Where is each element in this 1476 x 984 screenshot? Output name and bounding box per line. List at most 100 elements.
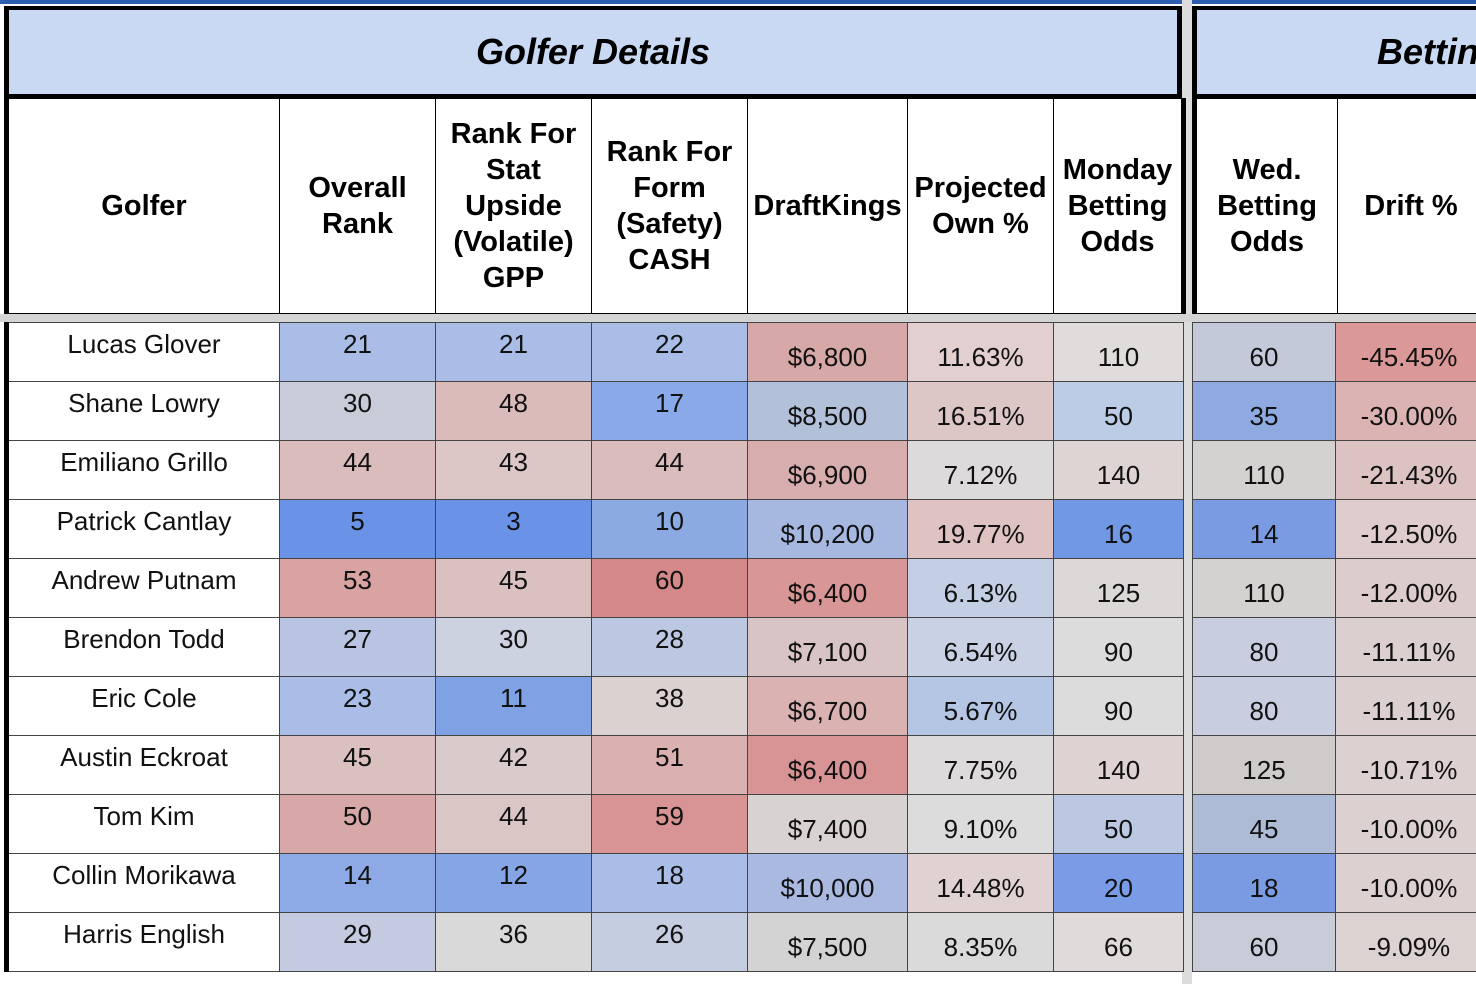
golfer-name-cell[interactable]: Collin Morikawa xyxy=(4,853,280,913)
projected-own-cell[interactable]: 6.54% xyxy=(907,617,1054,677)
overall-rank-cell[interactable]: 53 xyxy=(279,558,436,618)
projected-own-cell[interactable]: 7.12% xyxy=(907,440,1054,500)
golfer-name-cell[interactable]: Shane Lowry xyxy=(4,381,280,441)
projected-own-cell[interactable]: 9.10% xyxy=(907,794,1054,854)
wed-odds-cell[interactable]: 14 xyxy=(1192,499,1336,559)
header-wed-odds[interactable]: Wed. Betting Odds xyxy=(1192,98,1338,316)
overall-rank-cell[interactable]: 44 xyxy=(279,440,436,500)
golfer-name-cell[interactable]: Emiliano Grillo xyxy=(4,440,280,500)
drift-cell[interactable]: -10.00% xyxy=(1335,794,1476,854)
overall-rank-cell[interactable]: 50 xyxy=(279,794,436,854)
projected-own-cell[interactable]: 11.63% xyxy=(907,322,1054,382)
golfer-name-cell[interactable]: Tom Kim xyxy=(4,794,280,854)
wed-odds-cell[interactable]: 80 xyxy=(1192,617,1336,677)
monday-odds-cell[interactable]: 16 xyxy=(1053,499,1184,559)
draftkings-salary-cell[interactable]: $7,400 xyxy=(747,794,908,854)
overall-rank-cell[interactable]: 45 xyxy=(279,735,436,795)
rank-cash-cell[interactable]: 22 xyxy=(591,322,748,382)
projected-own-cell[interactable]: 19.77% xyxy=(907,499,1054,559)
header-rank-gpp[interactable]: Rank For Stat Upside (Volatile) GPP xyxy=(435,98,592,316)
rank-cash-cell[interactable]: 60 xyxy=(591,558,748,618)
draftkings-salary-cell[interactable]: $6,700 xyxy=(747,676,908,736)
drift-cell[interactable]: -21.43% xyxy=(1335,440,1476,500)
monday-odds-cell[interactable]: 140 xyxy=(1053,735,1184,795)
projected-own-cell[interactable]: 6.13% xyxy=(907,558,1054,618)
header-drift[interactable]: Drift % xyxy=(1337,98,1476,316)
projected-own-cell[interactable]: 14.48% xyxy=(907,853,1054,913)
drift-cell[interactable]: -11.11% xyxy=(1335,617,1476,677)
monday-odds-cell[interactable]: 50 xyxy=(1053,794,1184,854)
drift-cell[interactable]: -9.09% xyxy=(1335,912,1476,972)
overall-rank-cell[interactable]: 23 xyxy=(279,676,436,736)
rank-cash-cell[interactable]: 17 xyxy=(591,381,748,441)
monday-odds-cell[interactable]: 90 xyxy=(1053,617,1184,677)
monday-odds-cell[interactable]: 110 xyxy=(1053,322,1184,382)
rank-cash-cell[interactable]: 10 xyxy=(591,499,748,559)
draftkings-salary-cell[interactable]: $10,200 xyxy=(747,499,908,559)
golfer-name-cell[interactable]: Harris English xyxy=(4,912,280,972)
draftkings-salary-cell[interactable]: $6,400 xyxy=(747,735,908,795)
rank-cash-cell[interactable]: 44 xyxy=(591,440,748,500)
golfer-name-cell[interactable]: Brendon Todd xyxy=(4,617,280,677)
draftkings-salary-cell[interactable]: $10,000 xyxy=(747,853,908,913)
rank-gpp-cell[interactable]: 48 xyxy=(435,381,592,441)
projected-own-cell[interactable]: 5.67% xyxy=(907,676,1054,736)
overall-rank-cell[interactable]: 14 xyxy=(279,853,436,913)
draftkings-salary-cell[interactable]: $7,100 xyxy=(747,617,908,677)
header-rank-cash[interactable]: Rank For Form (Safety) CASH xyxy=(591,98,748,316)
golfer-name-cell[interactable]: Lucas Glover xyxy=(4,322,280,382)
wed-odds-cell[interactable]: 80 xyxy=(1192,676,1336,736)
rank-gpp-cell[interactable]: 43 xyxy=(435,440,592,500)
wed-odds-cell[interactable]: 45 xyxy=(1192,794,1336,854)
overall-rank-cell[interactable]: 5 xyxy=(279,499,436,559)
drift-cell[interactable]: -45.45% xyxy=(1335,322,1476,382)
header-monday-odds[interactable]: Monday Betting Odds xyxy=(1053,98,1186,316)
overall-rank-cell[interactable]: 27 xyxy=(279,617,436,677)
drift-cell[interactable]: -10.00% xyxy=(1335,853,1476,913)
rank-gpp-cell[interactable]: 36 xyxy=(435,912,592,972)
draftkings-salary-cell[interactable]: $6,900 xyxy=(747,440,908,500)
projected-own-cell[interactable]: 8.35% xyxy=(907,912,1054,972)
rank-cash-cell[interactable]: 28 xyxy=(591,617,748,677)
rank-gpp-cell[interactable]: 42 xyxy=(435,735,592,795)
drift-cell[interactable]: -12.00% xyxy=(1335,558,1476,618)
golfer-name-cell[interactable]: Austin Eckroat xyxy=(4,735,280,795)
drift-cell[interactable]: -12.50% xyxy=(1335,499,1476,559)
overall-rank-cell[interactable]: 30 xyxy=(279,381,436,441)
wed-odds-cell[interactable]: 110 xyxy=(1192,558,1336,618)
draftkings-salary-cell[interactable]: $7,500 xyxy=(747,912,908,972)
rank-cash-cell[interactable]: 18 xyxy=(591,853,748,913)
projected-own-cell[interactable]: 7.75% xyxy=(907,735,1054,795)
wed-odds-cell[interactable]: 125 xyxy=(1192,735,1336,795)
rank-cash-cell[interactable]: 59 xyxy=(591,794,748,854)
rank-gpp-cell[interactable]: 21 xyxy=(435,322,592,382)
monday-odds-cell[interactable]: 125 xyxy=(1053,558,1184,618)
rank-gpp-cell[interactable]: 45 xyxy=(435,558,592,618)
wed-odds-cell[interactable]: 110 xyxy=(1192,440,1336,500)
draftkings-salary-cell[interactable]: $6,400 xyxy=(747,558,908,618)
header-overall-rank[interactable]: Overall Rank xyxy=(279,98,436,316)
wed-odds-cell[interactable]: 60 xyxy=(1192,322,1336,382)
monday-odds-cell[interactable]: 90 xyxy=(1053,676,1184,736)
drift-cell[interactable]: -30.00% xyxy=(1335,381,1476,441)
overall-rank-cell[interactable]: 29 xyxy=(279,912,436,972)
rank-gpp-cell[interactable]: 12 xyxy=(435,853,592,913)
wed-odds-cell[interactable]: 35 xyxy=(1192,381,1336,441)
rank-gpp-cell[interactable]: 30 xyxy=(435,617,592,677)
golfer-name-cell[interactable]: Andrew Putnam xyxy=(4,558,280,618)
projected-own-cell[interactable]: 16.51% xyxy=(907,381,1054,441)
monday-odds-cell[interactable]: 50 xyxy=(1053,381,1184,441)
monday-odds-cell[interactable]: 20 xyxy=(1053,853,1184,913)
rank-gpp-cell[interactable]: 44 xyxy=(435,794,592,854)
wed-odds-cell[interactable]: 60 xyxy=(1192,912,1336,972)
drift-cell[interactable]: -11.11% xyxy=(1335,676,1476,736)
monday-odds-cell[interactable]: 140 xyxy=(1053,440,1184,500)
rank-cash-cell[interactable]: 26 xyxy=(591,912,748,972)
header-draftkings[interactable]: DraftKings xyxy=(747,98,908,316)
monday-odds-cell[interactable]: 66 xyxy=(1053,912,1184,972)
header-projected-own[interactable]: Projected Own % xyxy=(907,98,1054,316)
header-golfer[interactable]: Golfer xyxy=(4,98,280,316)
draftkings-salary-cell[interactable]: $8,500 xyxy=(747,381,908,441)
overall-rank-cell[interactable]: 21 xyxy=(279,322,436,382)
rank-gpp-cell[interactable]: 3 xyxy=(435,499,592,559)
